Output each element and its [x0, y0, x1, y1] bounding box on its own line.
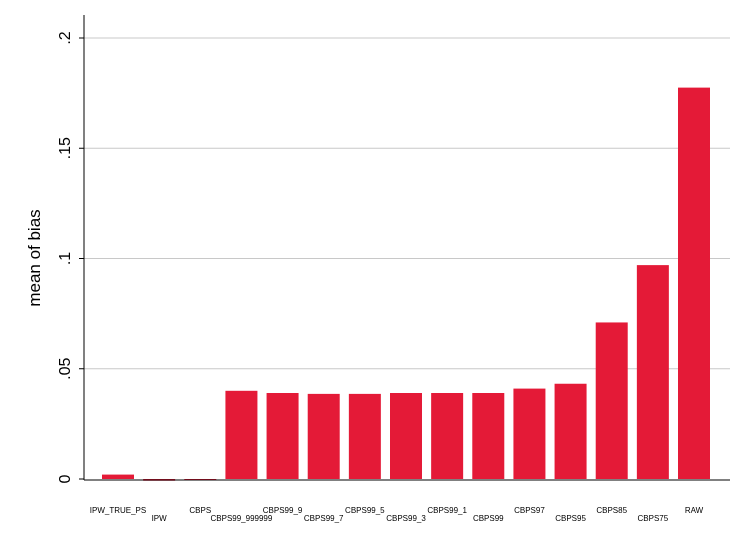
y-tick-label: .05 [57, 358, 74, 380]
bar-cbps99-5 [348, 393, 381, 479]
x-tick-label: IPW [152, 514, 168, 523]
bar-cbps97 [513, 388, 546, 479]
x-tick-label: CBPS99_9 [263, 506, 303, 515]
bar-cbps85 [595, 322, 628, 479]
x-tick-label: IPW_TRUE_PS [90, 506, 146, 515]
x-tick-label: CBPS99_5 [345, 506, 385, 515]
x-tick-label: CBPS99_999999 [211, 514, 273, 523]
bar-cbps75 [636, 265, 669, 479]
y-tick-label: .1 [57, 252, 74, 265]
x-tick-label: CBPS99 [473, 514, 504, 523]
bar-cbps99-3 [390, 393, 422, 479]
x-tick-label: CBPS75 [638, 514, 669, 523]
x-tick-label: CBPS99_1 [427, 506, 467, 515]
x-tick-label: CBPS99_3 [386, 514, 426, 523]
bar-cbps95 [554, 383, 587, 479]
bar-cbps99-999999 [225, 390, 258, 479]
y-tick-label: 0 [57, 474, 74, 483]
bars [102, 87, 710, 481]
bar-ipw-true-ps [102, 474, 134, 479]
bar-cbps99 [472, 393, 505, 479]
y-axis-title: mean of bias [25, 209, 44, 306]
x-tick-label: CBPS95 [555, 514, 586, 523]
x-tick-label: CBPS85 [596, 506, 627, 515]
x-tick-label: RAW [685, 506, 704, 515]
x-tick-label: CBPS [189, 506, 211, 515]
y-axis: 0 .05 .1 .15 .2 [57, 15, 730, 483]
y-tick-label: .2 [57, 31, 74, 44]
x-tick-labels: IPW_TRUE_PSIPWCBPSCBPS99_999999CBPS99_9C… [90, 506, 704, 523]
grid-lines [84, 37, 730, 370]
bar-cbps99-1 [431, 393, 464, 479]
y-tick-label: .15 [57, 137, 74, 159]
bar-cbps99-7 [307, 393, 340, 479]
x-tick-label: CBPS99_7 [304, 514, 344, 523]
x-tick-label: CBPS97 [514, 506, 545, 515]
bar-raw [678, 87, 710, 480]
bar-cbps99-9 [266, 393, 299, 479]
